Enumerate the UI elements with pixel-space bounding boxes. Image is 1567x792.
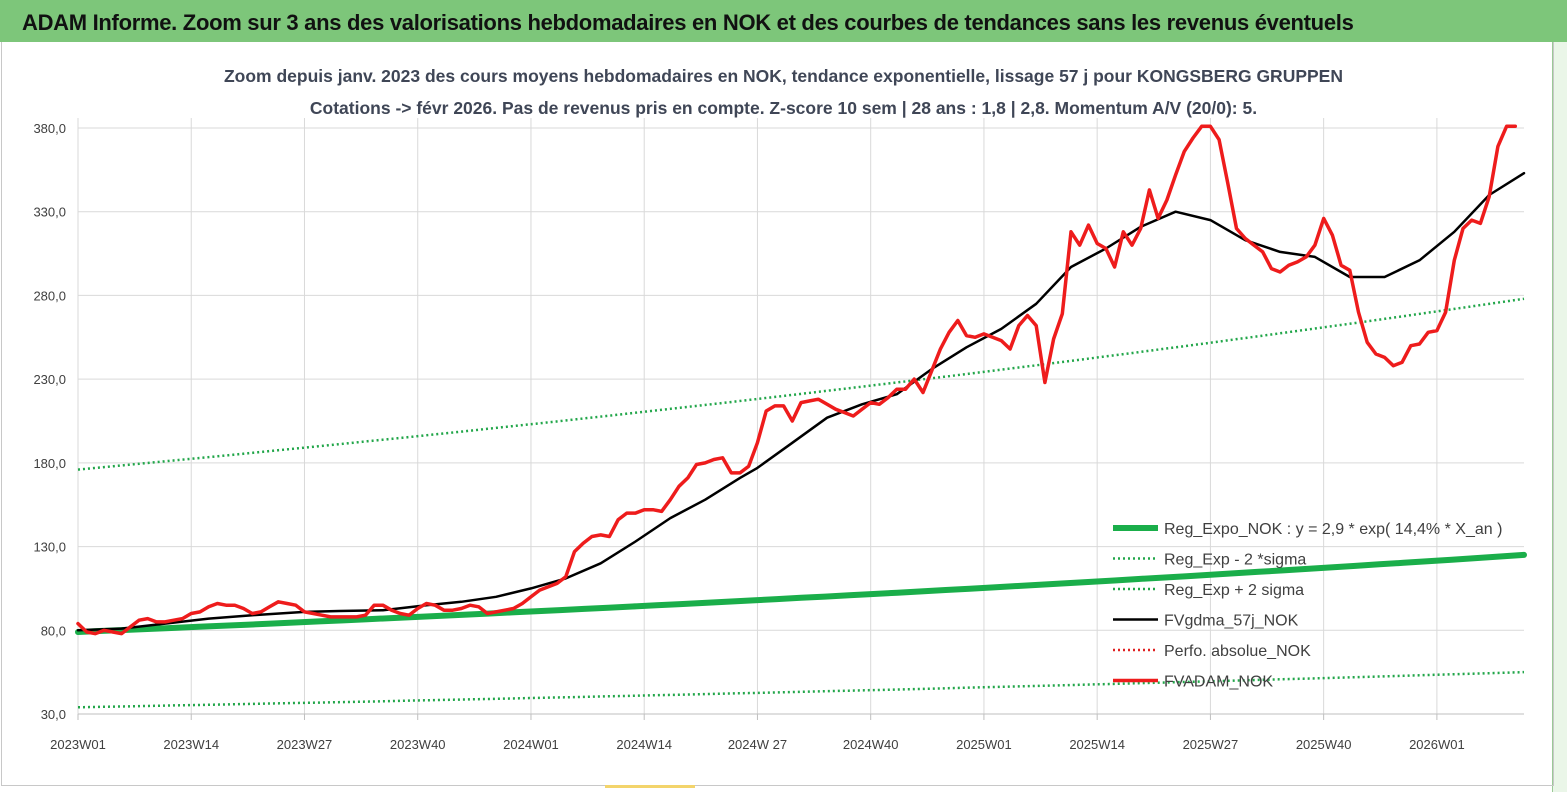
legend-label: Reg_Exp - 2 *sigma [1164, 552, 1306, 569]
x-axis-ticks: 2023W01 2023W14 2023W27 2023W40 2024W01 2024W… [50, 737, 1465, 752]
legend-label: Perfo. absolue_NOK [1164, 643, 1311, 660]
right-edge-line [1552, 42, 1553, 792]
x-tick-label: 2026W01 [1409, 737, 1465, 752]
series-line-sigma [77, 670, 1525, 709]
x-tick-label: 2023W40 [390, 737, 446, 752]
legend-label: FVADAM_NOK [1164, 674, 1273, 691]
x-tick-label: 2025W01 [956, 737, 1012, 752]
series-line-reg_expo [75, 551, 1527, 635]
y-tick-label: 230,0 [33, 372, 66, 387]
y-tick-label: 180,0 [33, 456, 66, 471]
x-tick-label: 2025W40 [1296, 737, 1352, 752]
banner-title: ADAM Informe. Zoom sur 3 ans des valoris… [0, 0, 1567, 42]
legend-label: Reg_Exp + 2 sigma [1164, 582, 1304, 599]
chart-subtitle-line2: Cotations -> févr 2026. Pas de revenus p… [309, 98, 1258, 118]
right-edge-strip [1552, 42, 1567, 792]
y-tick-label: 280,0 [33, 288, 66, 303]
x-tick-label: 2023W27 [277, 737, 333, 752]
x-tick-label: 2025W14 [1069, 737, 1125, 752]
bottom-highlight-mark [605, 785, 695, 788]
y-tick-label: 330,0 [33, 205, 66, 220]
y-tick-label: 30,0 [41, 707, 66, 722]
x-tick-label: 2024W 27 [728, 737, 787, 752]
series-lines [75, 124, 1527, 709]
chart-frame [1, 42, 1554, 786]
chart-legend: Reg_Expo_NOK : y = 2,9 * exp( 14,4% * X_… [1113, 521, 1502, 691]
y-axis-ticks: 30,0 80,0 130,0 180,0 230,0 280,0 330,0 380,0 [33, 121, 66, 722]
x-tick-label: 2024W40 [843, 737, 899, 752]
chart-subtitle-line1: Zoom depuis janv. 2023 des cours moyens … [223, 66, 1343, 86]
legend-label: Reg_Expo_NOK : y = 2,9 * exp( 14,4% * X_… [1164, 521, 1502, 538]
chart-grid [77, 118, 1524, 720]
x-tick-label: 2023W01 [50, 737, 106, 752]
legend-label: FVgdma_57j_NOK [1164, 613, 1299, 630]
y-tick-label: 80,0 [41, 623, 66, 638]
y-tick-label: 130,0 [33, 540, 66, 555]
x-tick-label: 2025W27 [1183, 737, 1239, 752]
x-tick-label: 2023W14 [163, 737, 219, 752]
y-tick-label: 380,0 [33, 121, 66, 136]
series-line-fvadam [76, 124, 1518, 636]
x-tick-label: 2024W01 [503, 737, 559, 752]
x-tick-label: 2024W14 [616, 737, 672, 752]
series-line-sigma [77, 297, 1525, 471]
